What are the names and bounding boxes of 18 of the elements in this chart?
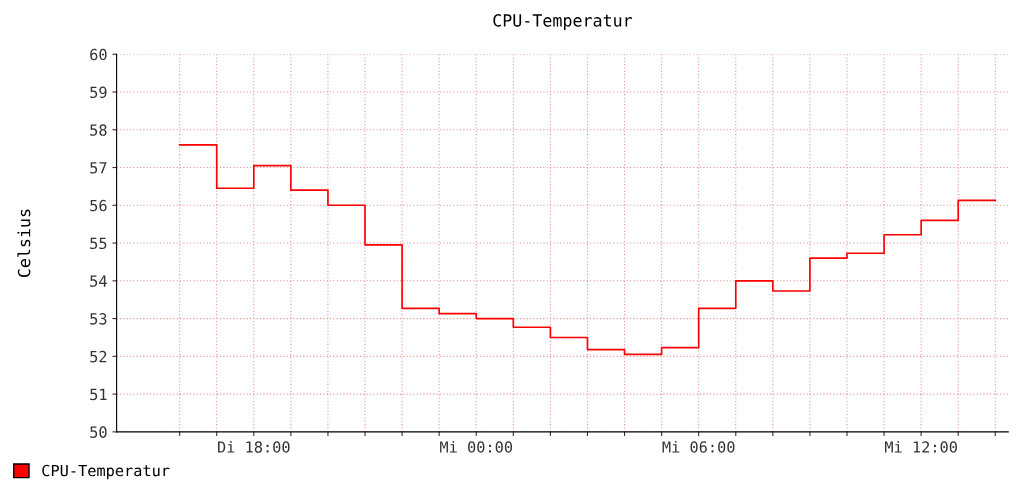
y-tick-label: 50 xyxy=(90,426,107,438)
y-tick-label: 58 xyxy=(90,124,107,136)
x-tick-label: Mi 06:00 xyxy=(662,440,735,453)
x-tick-label: Mi 12:00 xyxy=(884,440,957,453)
y-tick-label: 54 xyxy=(90,275,107,287)
y-tick-label: 60 xyxy=(90,48,107,61)
x-tick-label: Mi 00:00 xyxy=(440,440,513,453)
y-axis-title: Celsius xyxy=(17,209,31,278)
y-tick-label: 59 xyxy=(90,86,107,99)
chart-title: CPU-Temperatur xyxy=(493,14,633,30)
y-tick-label: 51 xyxy=(90,388,107,401)
legend-label: CPU-Temperatur xyxy=(42,464,170,480)
y-tick-label: 53 xyxy=(90,313,107,325)
y-tick-label: 52 xyxy=(90,350,107,363)
y-tick-label: 57 xyxy=(90,162,107,174)
y-tick-label: 56 xyxy=(90,199,107,212)
y-tick-label: 55 xyxy=(90,237,107,250)
x-tick-label: Di 18:00 xyxy=(218,440,290,453)
